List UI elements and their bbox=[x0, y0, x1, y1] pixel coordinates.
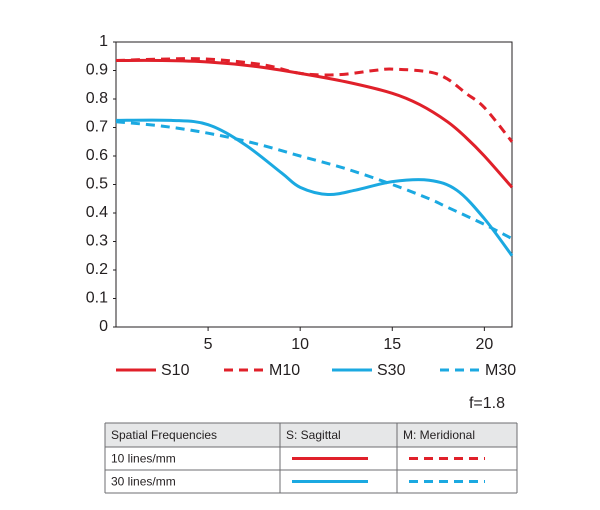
table-header-bg bbox=[105, 423, 517, 447]
series-line bbox=[115, 120, 513, 240]
table-header: S: Sagittal bbox=[286, 428, 341, 442]
annotation: f=1.8 bbox=[469, 395, 505, 412]
legend-label: M10 bbox=[269, 362, 300, 379]
y-tick-label: 0.9 bbox=[86, 62, 108, 79]
y-tick-label: 0.2 bbox=[86, 261, 108, 278]
legend-label: M30 bbox=[485, 362, 516, 379]
x-tick-label: 15 bbox=[383, 336, 401, 353]
legend-label: S10 bbox=[161, 362, 190, 379]
y-tick-label: 0.6 bbox=[86, 147, 108, 164]
y-tick-label: 0.3 bbox=[86, 233, 108, 250]
series-line bbox=[115, 58, 514, 189]
table-header: M: Meridional bbox=[403, 428, 475, 442]
table-row-label: 30 lines/mm bbox=[111, 475, 176, 489]
y-tick-label: 0.1 bbox=[86, 290, 108, 307]
y-tick-label: 0.5 bbox=[86, 176, 108, 193]
y-tick-label: 0 bbox=[99, 318, 108, 335]
table-row-label: 10 lines/mm bbox=[111, 452, 176, 466]
y-tick-label: 0.7 bbox=[86, 119, 108, 136]
table-header: Spatial Frequencies bbox=[111, 428, 217, 442]
legend-label: S30 bbox=[377, 362, 406, 379]
x-tick-label: 20 bbox=[475, 336, 493, 353]
y-tick-label: 1 bbox=[99, 33, 108, 50]
y-tick-label: 0.8 bbox=[86, 90, 108, 107]
series-line bbox=[115, 118, 514, 257]
y-tick-label: 0.4 bbox=[86, 204, 108, 221]
x-tick-label: 10 bbox=[291, 336, 309, 353]
x-tick-label: 5 bbox=[204, 336, 213, 353]
series-line bbox=[115, 57, 514, 143]
